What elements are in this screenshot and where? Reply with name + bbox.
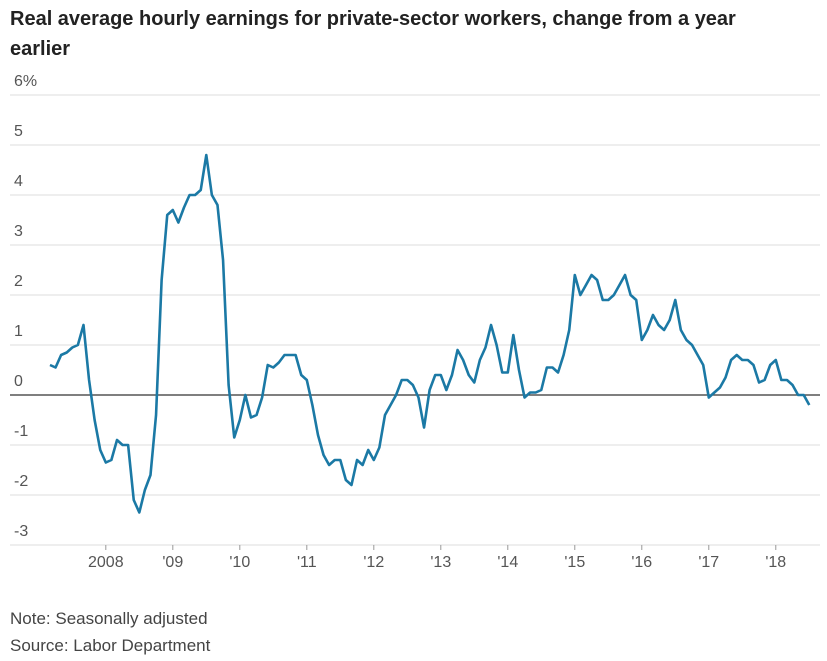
y-tick-label: 4	[14, 173, 23, 190]
y-tick-label: 1	[14, 323, 23, 340]
x-tick-label: '11	[297, 554, 317, 571]
y-tick-label: 3	[14, 223, 23, 240]
chart-title: Real average hourly earnings for private…	[10, 8, 736, 60]
y-tick-label: 5	[14, 123, 23, 140]
y-tick-label: 0	[14, 373, 23, 390]
x-tick-label: '12	[363, 554, 384, 571]
x-tick-label: 2008	[88, 554, 124, 571]
y-tick-label: 2	[14, 273, 23, 290]
chart: -3 -2 -1 0 1 2 3 4 5 6% 2008 '09 '10 '11 '12 '13 '14 '15 '…	[10, 73, 820, 571]
x-tick-label: '18	[765, 554, 786, 571]
note: Note: Seasonally adjusted	[10, 609, 208, 628]
x-tick-label: '13	[430, 554, 451, 571]
source: Source: Labor Department	[10, 636, 211, 655]
x-tick-label: '14	[497, 554, 518, 571]
x-tick-label: '15	[564, 554, 585, 571]
data-line	[49, 153, 811, 514]
x-tick-label: '09	[162, 554, 183, 571]
x-tick-label: '17	[698, 554, 719, 571]
y-tick-label: 6%	[14, 73, 37, 90]
x-tick-label: '10	[229, 554, 250, 571]
y-tick-label: -3	[14, 523, 28, 540]
x-tick-label: '16	[631, 554, 652, 571]
y-tick-label: -1	[14, 423, 28, 440]
y-tick-label: -2	[14, 473, 28, 490]
